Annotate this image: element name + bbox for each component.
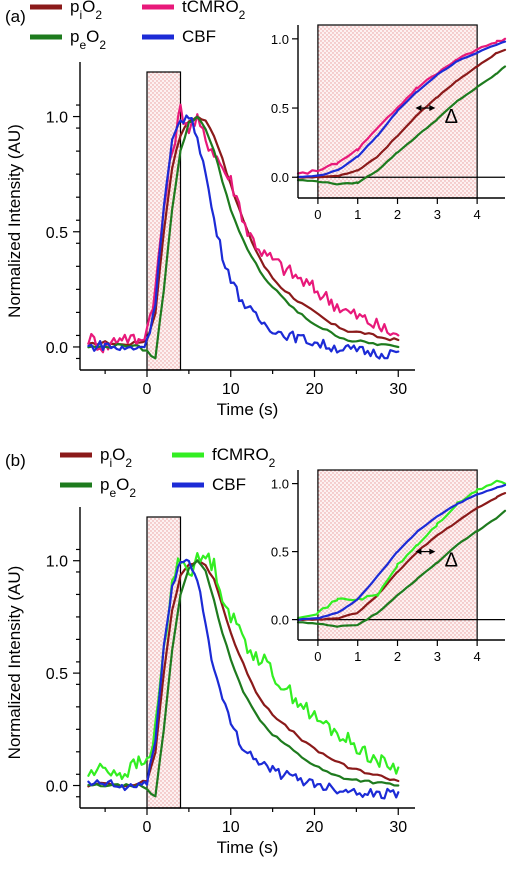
- x-tick-label: 0: [143, 819, 152, 836]
- y-tick-label: 0.0: [46, 779, 68, 796]
- inset-x-tick-label: 4: [474, 207, 481, 222]
- delta-arrowhead-left: [415, 105, 422, 112]
- inset-series-CBF: [296, 483, 507, 621]
- series-piO2: [87, 559, 400, 788]
- inset-x-tick-label: 0: [314, 207, 321, 222]
- inset-series-CBF: [296, 40, 507, 178]
- inset-y-tick-label: 0.0: [271, 170, 289, 185]
- y-axis-title: Normalized Intensity (AU): [5, 124, 24, 318]
- legend-label: tCMRO2: [182, 0, 246, 22]
- x-tick-label: 30: [389, 819, 407, 836]
- inset-x-tick-label: 1: [354, 649, 361, 664]
- y-tick-label: 1.0: [46, 554, 68, 571]
- x-tick-label: 20: [306, 819, 324, 836]
- inset-y-tick-label: 1.0: [271, 32, 289, 47]
- inset-x-tick-label: 3: [434, 207, 441, 222]
- inset-x-tick-label: 3: [434, 649, 441, 664]
- x-tick-label: 0: [143, 381, 152, 398]
- legend-label: piO2: [100, 445, 132, 470]
- legend-label: peO2: [100, 475, 136, 500]
- inset-y-tick-label: 1.0: [271, 477, 289, 492]
- delta-arrowhead-left: [415, 548, 422, 555]
- inset-y-tick-label: 0.5: [271, 101, 289, 116]
- inset-x-tick-label: 2: [394, 649, 401, 664]
- series-CBF: [87, 558, 400, 800]
- inset-stimulus-window: [317, 469, 478, 641]
- series-piO2: [87, 115, 400, 346]
- inset-series-piO2: [296, 492, 507, 621]
- panel-label: (a): [5, 7, 26, 26]
- legend-label: peO2: [70, 27, 106, 52]
- x-tick-label: 10: [222, 819, 240, 836]
- x-tick-label: 10: [222, 381, 240, 398]
- inset-series-tCMRO2: [296, 37, 507, 175]
- inset-chart: 0 1 2 3 4 0.0 0.5 1.0 Δ: [271, 24, 507, 222]
- inset-chart: 0 1 2 3 4 0.0 0.5 1.0 Δ: [271, 469, 507, 664]
- x-tick-label: 30: [389, 381, 407, 398]
- y-tick-label: 0.5: [46, 225, 68, 242]
- y-tick-label: 1.0: [46, 110, 68, 127]
- inset-x-tick-label: 0: [314, 649, 321, 664]
- inset-y-tick-label: 0.5: [271, 545, 289, 560]
- series-tCMRO2: [87, 103, 400, 354]
- inset-x-tick-label: 1: [354, 207, 361, 222]
- inset-series-peO2: [296, 65, 507, 186]
- delta-label: Δ: [445, 550, 458, 572]
- y-tick-label: 0.0: [46, 340, 68, 357]
- inset-y-tick-label: 0.0: [271, 613, 289, 628]
- delta-arrowhead-right: [429, 548, 436, 555]
- inset-x-tick-label: 4: [474, 649, 481, 664]
- y-axis-title: Normalized Intensity (AU): [5, 566, 24, 760]
- panel-label: (b): [5, 451, 26, 470]
- inset-x-tick-label: 2: [394, 207, 401, 222]
- x-tick-label: 20: [306, 381, 324, 398]
- inset-series-piO2: [296, 48, 507, 179]
- delta-label: Δ: [445, 106, 458, 128]
- inset-series-peO2: [296, 509, 507, 628]
- legend-label: CBF: [182, 27, 216, 46]
- x-axis-title: Time (s): [217, 400, 279, 419]
- legend-label: piO2: [70, 0, 102, 22]
- legend-label: CBF: [212, 475, 246, 494]
- delta-arrowhead-right: [429, 105, 436, 112]
- inset-series-fCMRO2: [296, 479, 507, 620]
- y-tick-label: 0.5: [46, 666, 68, 683]
- legend-label: fCMRO2: [212, 445, 276, 470]
- x-axis-title: Time (s): [217, 838, 279, 857]
- stimulus-window: [146, 516, 182, 809]
- series-fCMRO2: [87, 552, 400, 781]
- series-CBF: [87, 114, 400, 360]
